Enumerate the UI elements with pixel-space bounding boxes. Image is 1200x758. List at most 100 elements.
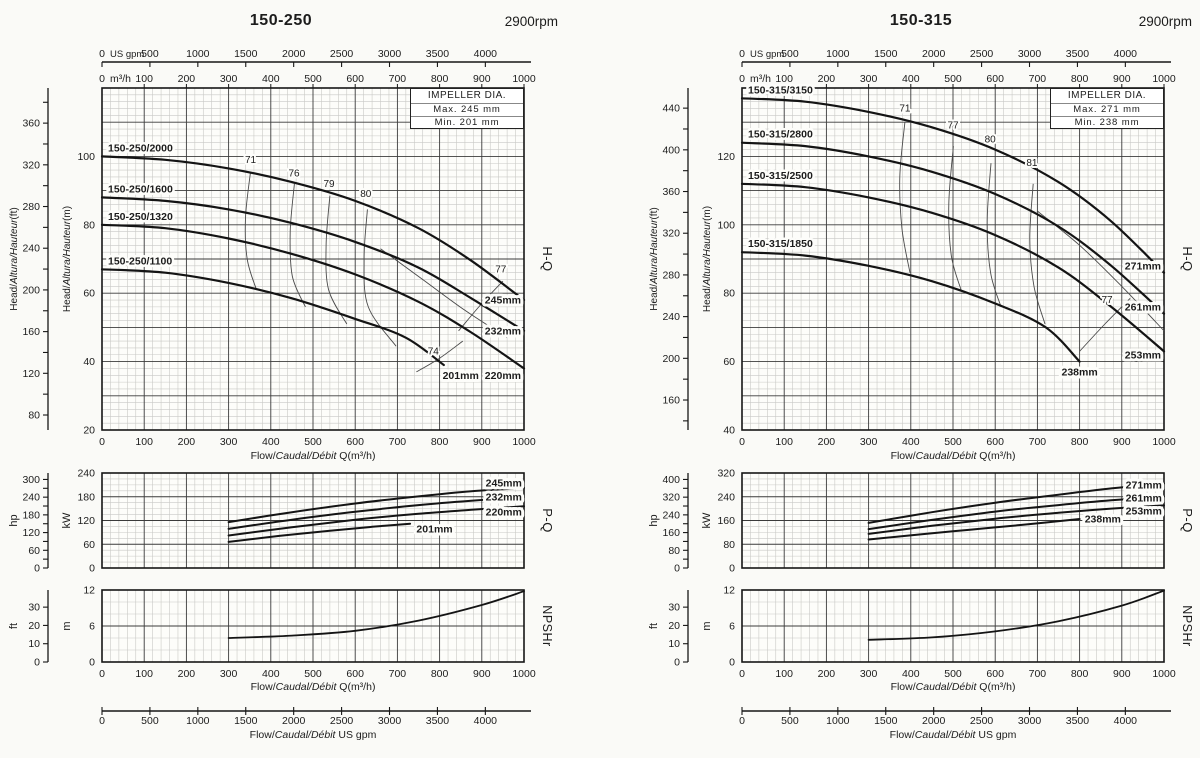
tick-label: 300: [860, 436, 878, 448]
gpm-unit-label: US gpm: [750, 49, 784, 60]
hq-curve-271mm: [740, 97, 1166, 274]
kw-axis-title: kW: [701, 512, 713, 529]
impeller-dia-label: 271mm: [1125, 260, 1161, 272]
efficiency-label: 81: [1026, 158, 1038, 169]
axis-tick-label: 200: [22, 284, 40, 296]
np-m-axis-title: m: [701, 621, 713, 630]
axis-tick-label: 120: [22, 527, 40, 539]
efficiency-line-77: [1079, 297, 1131, 352]
impeller-dia-label: 238mm: [1061, 366, 1097, 378]
gpm-tick-label: 3500: [1066, 48, 1090, 60]
gpm-tick-label: 2500: [330, 715, 354, 727]
gpm-unit-label: US gpm: [110, 49, 144, 60]
npshr-side-label: NPSHr: [1180, 605, 1194, 646]
axis-tick-label: 240: [662, 311, 680, 323]
tick-label: 200: [178, 436, 196, 448]
axis-tick-label: 240: [22, 243, 40, 255]
kw-tick-label: 0: [729, 563, 735, 575]
gpm-tick-label: 500: [781, 48, 799, 60]
pq-curve-271mm: [867, 482, 1165, 524]
gpm-tick-label: 500: [141, 715, 159, 727]
impeller-dia-label: 253mm: [1125, 349, 1161, 361]
impeller-dia-box: IMPELLER DIA. Max. 271 mm Min. 238 mm: [1050, 88, 1164, 129]
efficiency-line-81: [1029, 183, 1046, 325]
pq-hp-axis: 0 60 120 180 240 300: [22, 473, 49, 575]
np-ft-axis-title: ft: [8, 623, 20, 629]
pq-side-label: P-Q: [1180, 508, 1195, 533]
efficiency-label: 80: [360, 189, 372, 200]
tick-label: 100: [775, 668, 793, 680]
gpm-tick-label: 1500: [234, 48, 258, 60]
tick-label: 1000: [1152, 668, 1176, 680]
tick-label: 0: [99, 73, 105, 85]
efficiency-label: 80: [985, 134, 997, 145]
tick-label: 200: [818, 436, 836, 448]
efficiency-line-77: [948, 146, 962, 290]
m-tick-label: 60: [723, 356, 735, 368]
hq-curve-253mm: [740, 182, 1166, 353]
efficiency-label: 76: [288, 169, 300, 180]
efficiency-label: 79: [323, 179, 335, 190]
tick-label: 600: [986, 73, 1004, 85]
head-m-axis-title: Head/Altura/Hauteur(m): [62, 206, 73, 312]
gpm-tick-label: 2000: [922, 715, 946, 727]
np-ft-axis: 0 10 20 30: [668, 590, 689, 669]
npshr-plot: [101, 589, 525, 663]
efficiency-label: 71: [899, 104, 911, 115]
tick-label: 0: [739, 668, 745, 680]
tick-label: 100: [135, 436, 153, 448]
np-m-tick-label: 12: [723, 585, 735, 597]
tick-label: 200: [178, 668, 196, 680]
model-label: 150-250/2000: [108, 142, 173, 154]
efficiency-label: 71: [245, 155, 257, 166]
gpm-tick-label: 3500: [426, 48, 450, 60]
m-tick-label: 20: [83, 425, 95, 437]
hq-ft-axis: 160 200 240 280 320 360 400 440: [662, 88, 689, 430]
m-tick-label: 100: [717, 219, 735, 231]
tick-label: 900: [1113, 73, 1131, 85]
model-label: 150-315/3150: [748, 84, 813, 96]
axis-tick-label: 360: [22, 118, 40, 130]
tick-label: 300: [220, 436, 238, 448]
efficiency-line-80: [363, 209, 397, 347]
impeller-dia-label: 271mm: [1126, 480, 1162, 492]
impeller-dia-label: 238mm: [1085, 514, 1121, 526]
gpm-tick-label: 500: [781, 715, 799, 727]
hq-curve-238mm: [740, 251, 1081, 363]
axis-tick-label: 80: [668, 545, 680, 557]
np-ft-axis-title: ft: [648, 623, 660, 629]
kw-tick-label: 0: [89, 563, 95, 575]
gpm-tick-label: 1000: [186, 48, 210, 60]
impeller-dia-label: 220mm: [485, 370, 521, 382]
tick-label: 800: [1071, 73, 1089, 85]
m-tick-label: 100: [77, 151, 95, 163]
m-tick-label: 120: [717, 151, 735, 163]
kw-tick-label: 320: [717, 468, 735, 480]
efficiency-line-71: [244, 171, 257, 290]
gpm-tick-label: 2500: [970, 48, 994, 60]
tick-label: 400: [262, 73, 280, 85]
m3h-unit-label: m³/h: [750, 73, 771, 85]
hq-x-title: Flow/Caudal/Débit Q(m³/h): [251, 450, 376, 462]
model-label: 150-315/2500: [748, 170, 813, 182]
axis-tick-label: 200: [662, 353, 680, 365]
tick-label: 800: [1071, 668, 1089, 680]
tick-label: 1000: [1152, 436, 1176, 448]
gpm-tick-label: 1500: [234, 715, 258, 727]
plot-border: [741, 589, 1165, 663]
axis-tick-label: 300: [22, 474, 40, 486]
tick-label: 500: [304, 668, 322, 680]
gpm-tick-label: 3500: [426, 715, 450, 727]
gpm-bottom-axis: 0 500 1000 1500 2000 2500 3000 3500 4000 Flow/Cau…: [739, 707, 1171, 741]
tick-label: 1000: [512, 73, 536, 85]
tick-label: 600: [986, 668, 1004, 680]
axis-tick-label: 160: [662, 395, 680, 407]
tick-label: 500: [304, 436, 322, 448]
tick-label: 300: [860, 668, 878, 680]
impeller-dia-box: IMPELLER DIA. Max. 245 mm Min. 201 mm: [410, 88, 524, 129]
gpm-tick-label: 4000: [1114, 48, 1138, 60]
np-m-tick-label: 12: [83, 585, 95, 597]
